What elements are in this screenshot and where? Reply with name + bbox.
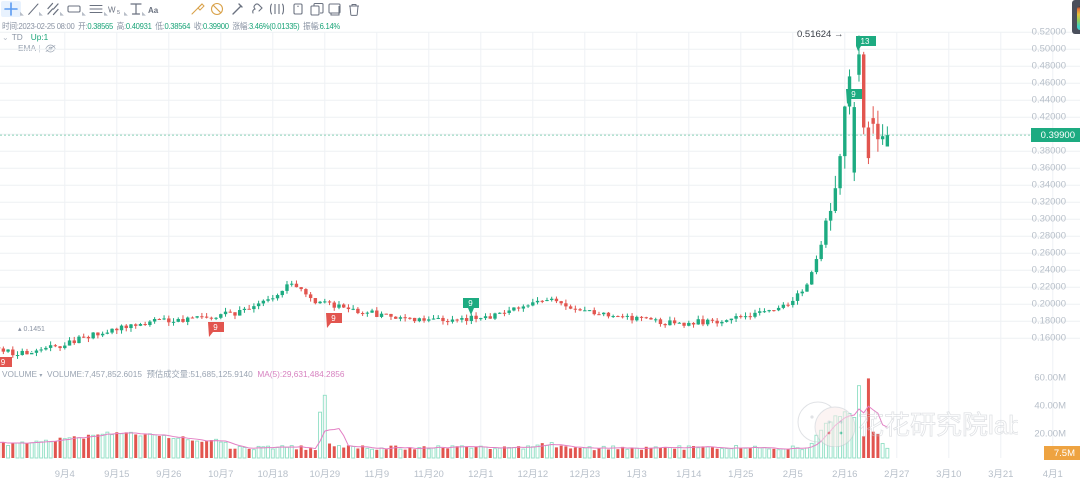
svg-text:9: 9 xyxy=(1,358,6,367)
svg-text:9: 9 xyxy=(468,299,473,308)
svg-text:9: 9 xyxy=(213,323,218,332)
svg-text:9: 9 xyxy=(851,90,856,99)
svg-text:13: 13 xyxy=(861,37,870,46)
svg-text:花花研究院labs: 花花研究院labs xyxy=(858,410,1018,440)
svg-text:9: 9 xyxy=(331,314,336,323)
